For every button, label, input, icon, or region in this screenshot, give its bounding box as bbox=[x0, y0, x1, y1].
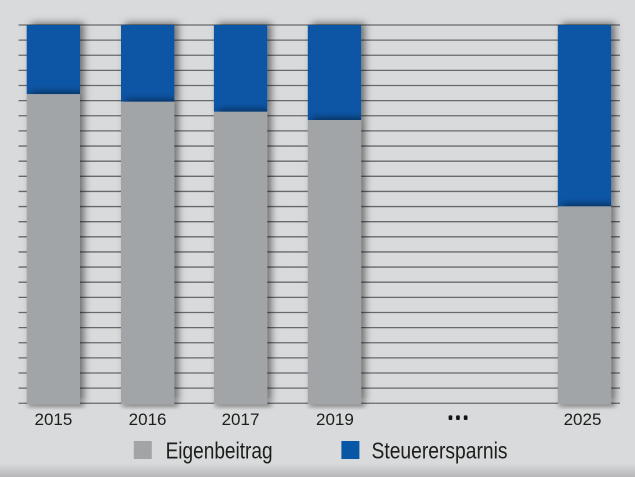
svg-text:2017: 2017 bbox=[222, 410, 260, 429]
svg-text:Steuerersparnis: Steuerersparnis bbox=[372, 438, 508, 464]
svg-text:2015: 2015 bbox=[34, 410, 72, 429]
svg-text:2016: 2016 bbox=[129, 410, 167, 429]
svg-text:2025: 2025 bbox=[564, 410, 602, 429]
svg-text:2019: 2019 bbox=[316, 410, 354, 429]
svg-text:Eigenbeitrag: Eigenbeitrag bbox=[166, 438, 273, 464]
